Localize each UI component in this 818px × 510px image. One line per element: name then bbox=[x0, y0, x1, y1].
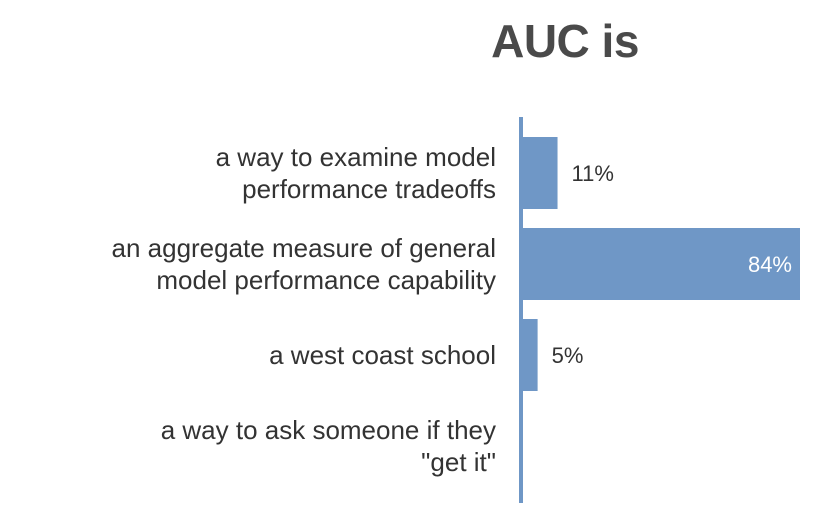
category-label: a way to examine model performance tradeo… bbox=[216, 142, 496, 204]
bar bbox=[521, 319, 538, 391]
chart-title: AUC is bbox=[491, 15, 639, 67]
category-label: a west coast school bbox=[269, 340, 496, 370]
bar bbox=[521, 137, 558, 209]
data-label: 84% bbox=[748, 252, 792, 277]
bar bbox=[521, 228, 800, 300]
data-label: 11% bbox=[572, 161, 614, 186]
category-label: an aggregate measure of general model per… bbox=[112, 233, 497, 295]
category-label: a way to ask someone if they "get it" bbox=[161, 415, 496, 477]
data-label: 5% bbox=[552, 343, 584, 368]
